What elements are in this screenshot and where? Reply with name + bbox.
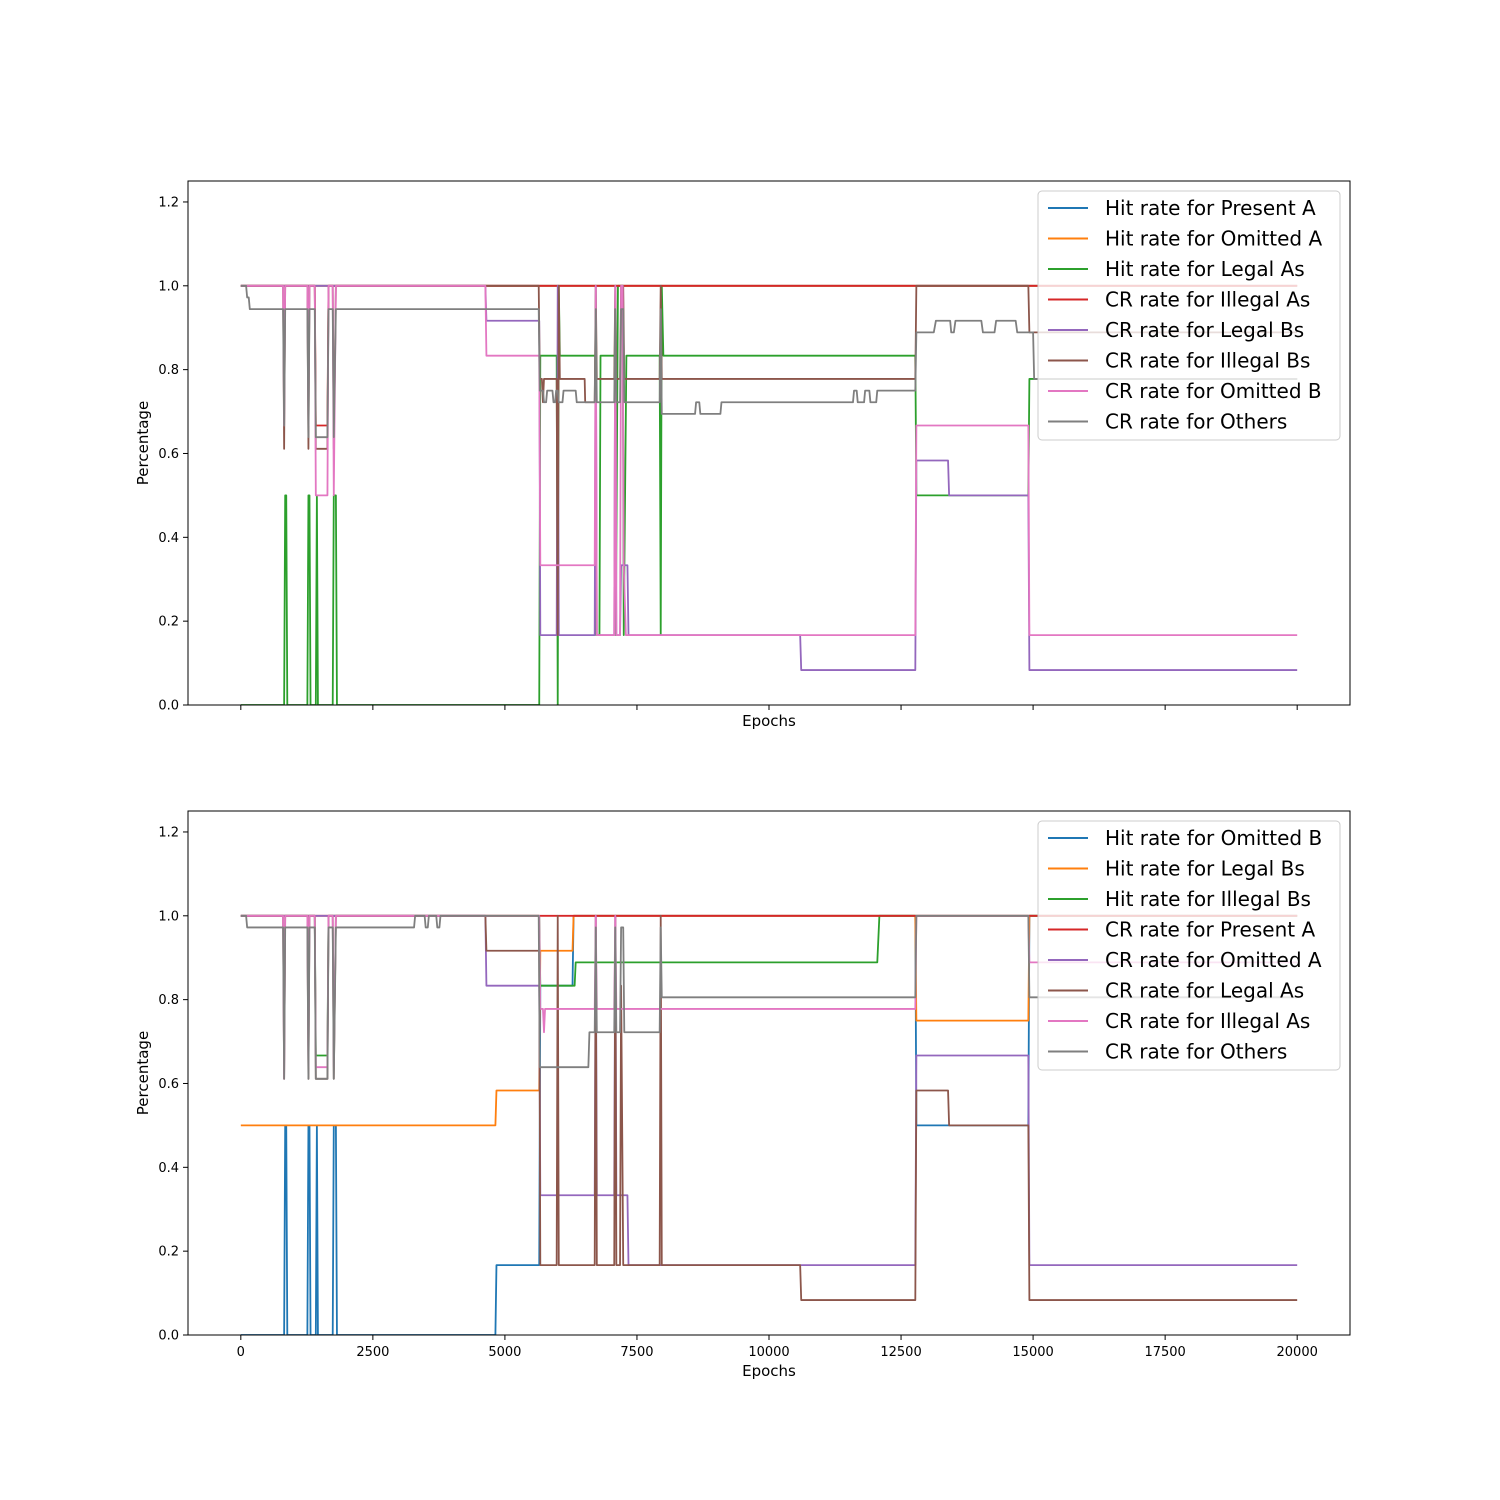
plot-area (240, 914, 1298, 1335)
plot-area (240, 284, 1298, 705)
y-tick-label: 1.2 (158, 195, 179, 210)
y-tick-label: 1.0 (158, 909, 179, 924)
y-tick-label: 0.4 (158, 531, 179, 546)
x-tick-label: 5000 (488, 1345, 521, 1360)
x-tick-label: 0 (237, 1345, 245, 1360)
legend: Hit rate for Omitted B Hit rate for Legal… (1037, 820, 1341, 1071)
legend-box (1037, 820, 1341, 1071)
y-tick-label: 0.0 (158, 699, 179, 714)
legend-entry: Hit rate for Present A (1105, 196, 1316, 220)
x-tick-label: 17500 (1144, 1345, 1185, 1360)
legend-box (1037, 190, 1341, 441)
y-tick-label: 0.0 (158, 1329, 179, 1344)
series-line-7 (240, 284, 1298, 439)
y-axis-label: Percentage (134, 401, 152, 485)
legend-entry: Hit rate for Legal Bs (1105, 857, 1305, 881)
y-tick-label: 0.2 (158, 1245, 179, 1260)
x-axis-label: Epochs (742, 1362, 796, 1380)
legend-entry: Hit rate for Omitted B (1105, 826, 1322, 850)
y-axis-label: Percentage (134, 1031, 152, 1115)
legend-entry: CR rate for Present A (1105, 918, 1315, 942)
legend-entry: CR rate for Others (1105, 1040, 1287, 1064)
x-tick-label: 15000 (1012, 1345, 1053, 1360)
y-tick-label: 0.8 (158, 363, 179, 378)
legend-entry: Hit rate for Legal As (1105, 257, 1305, 281)
y-tick-label: 0.6 (158, 1077, 179, 1092)
legend-entry: CR rate for Illegal As (1105, 288, 1310, 312)
x-axis-label: Epochs (742, 712, 796, 730)
y-tick-label: 0.8 (158, 993, 179, 1008)
series-line-7 (240, 914, 1298, 1080)
legend-entry: CR rate for Legal As (1105, 979, 1304, 1003)
y-tick-label: 1.2 (158, 825, 179, 840)
legend-entry: Hit rate for Illegal Bs (1105, 887, 1311, 911)
bottom-chart: 0.0 0.2 0.4 0.6 0.8 1.0 1.2 0 2500 5000 7500 10000 1… (134, 810, 1351, 1380)
x-tick-label: 10000 (748, 1345, 789, 1360)
y-tick-label: 0.6 (158, 447, 179, 462)
x-tick-label: 2500 (356, 1345, 389, 1360)
legend-entry: Hit rate for Omitted A (1105, 227, 1322, 251)
x-tick-label: 12500 (880, 1345, 921, 1360)
legend-entry: CR rate for Legal Bs (1105, 318, 1304, 342)
legend: Hit rate for Present A Hit rate for Omitt… (1037, 190, 1341, 441)
y-tick-label: 1.0 (158, 279, 179, 294)
y-tick-label: 0.4 (158, 1161, 179, 1176)
series-line-1 (240, 914, 1298, 1127)
y-tick-label: 0.2 (158, 615, 179, 630)
legend-entry: CR rate for Omitted A (1105, 948, 1322, 972)
x-tick-label: 7500 (620, 1345, 653, 1360)
legend-entry: CR rate for Others (1105, 410, 1287, 434)
legend-entry: CR rate for Omitted B (1105, 379, 1322, 403)
top-chart: 0.0 0.2 0.4 0.6 0.8 1.0 1.2 Epochs Percentage Hit… (134, 180, 1351, 730)
legend-entry: CR rate for Illegal As (1105, 1009, 1310, 1033)
legend-entry: CR rate for Illegal Bs (1105, 349, 1310, 373)
x-tick-label: 20000 (1277, 1345, 1318, 1360)
